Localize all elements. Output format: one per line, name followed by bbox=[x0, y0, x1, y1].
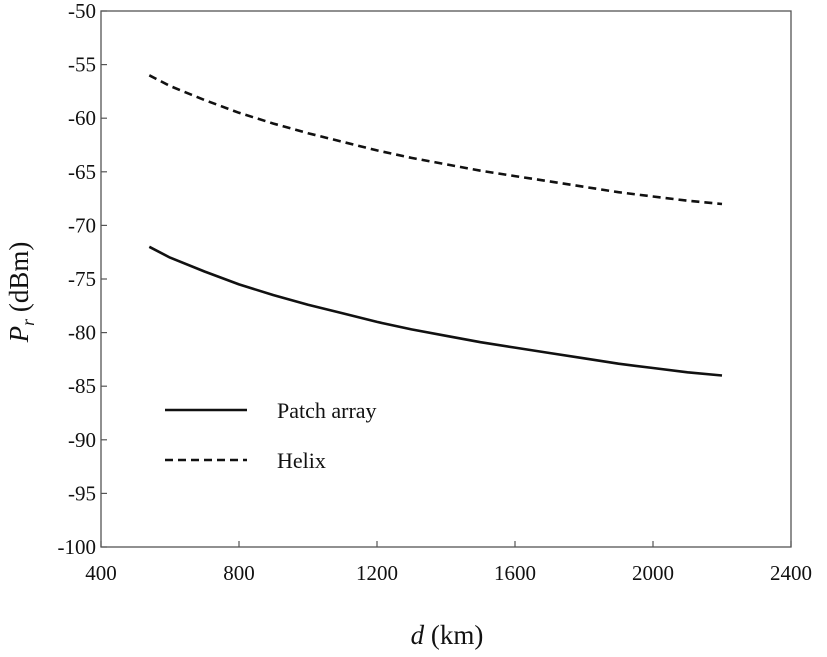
y-tick-label: -60 bbox=[68, 106, 96, 130]
y-tick-label: -80 bbox=[68, 321, 96, 345]
y-tick-label: -85 bbox=[68, 374, 96, 398]
y-axis-label: Pr (dBm) bbox=[4, 242, 38, 344]
y-tick-label: -55 bbox=[68, 53, 96, 77]
x-tick-label: 2400 bbox=[770, 561, 812, 585]
plot-frame bbox=[100, 10, 792, 548]
y-tick-label: -90 bbox=[68, 428, 96, 452]
y-tick-label: -100 bbox=[58, 535, 97, 559]
series-layer bbox=[148, 74, 723, 377]
legend-label: Helix bbox=[277, 448, 326, 473]
x-axis-label-unit: (km) bbox=[424, 620, 483, 650]
x-tick-label: 1200 bbox=[356, 561, 398, 585]
legend-label: Patch array bbox=[277, 398, 377, 423]
x-axis-label: d (km) bbox=[411, 620, 484, 650]
y-tick-label: -65 bbox=[68, 160, 96, 184]
y-tick-label: -95 bbox=[68, 481, 96, 505]
y-tick-label: -70 bbox=[68, 213, 96, 237]
x-tick-label: 400 bbox=[85, 561, 117, 585]
y-axis-label-symbol: P bbox=[4, 326, 34, 344]
series-line-helix bbox=[148, 74, 723, 206]
x-tick-label: 1600 bbox=[494, 561, 536, 585]
y-tick-label: -75 bbox=[68, 267, 96, 291]
x-tick-label: 800 bbox=[223, 561, 255, 585]
ticks-layer: 400 800 1200 1600 2000 2400 -50 -55 -60 -65 -70 -75… bbox=[58, 0, 813, 585]
y-axis-label-subscript: r bbox=[18, 318, 38, 326]
legend: Patch array Helix bbox=[165, 398, 377, 473]
y-tick-label: -50 bbox=[68, 0, 96, 23]
series-line-patch-array bbox=[148, 245, 723, 377]
x-axis-label-symbol: d bbox=[411, 620, 425, 650]
y-axis-label-unit: (dBm) bbox=[4, 242, 34, 319]
x-tick-label: 2000 bbox=[632, 561, 674, 585]
